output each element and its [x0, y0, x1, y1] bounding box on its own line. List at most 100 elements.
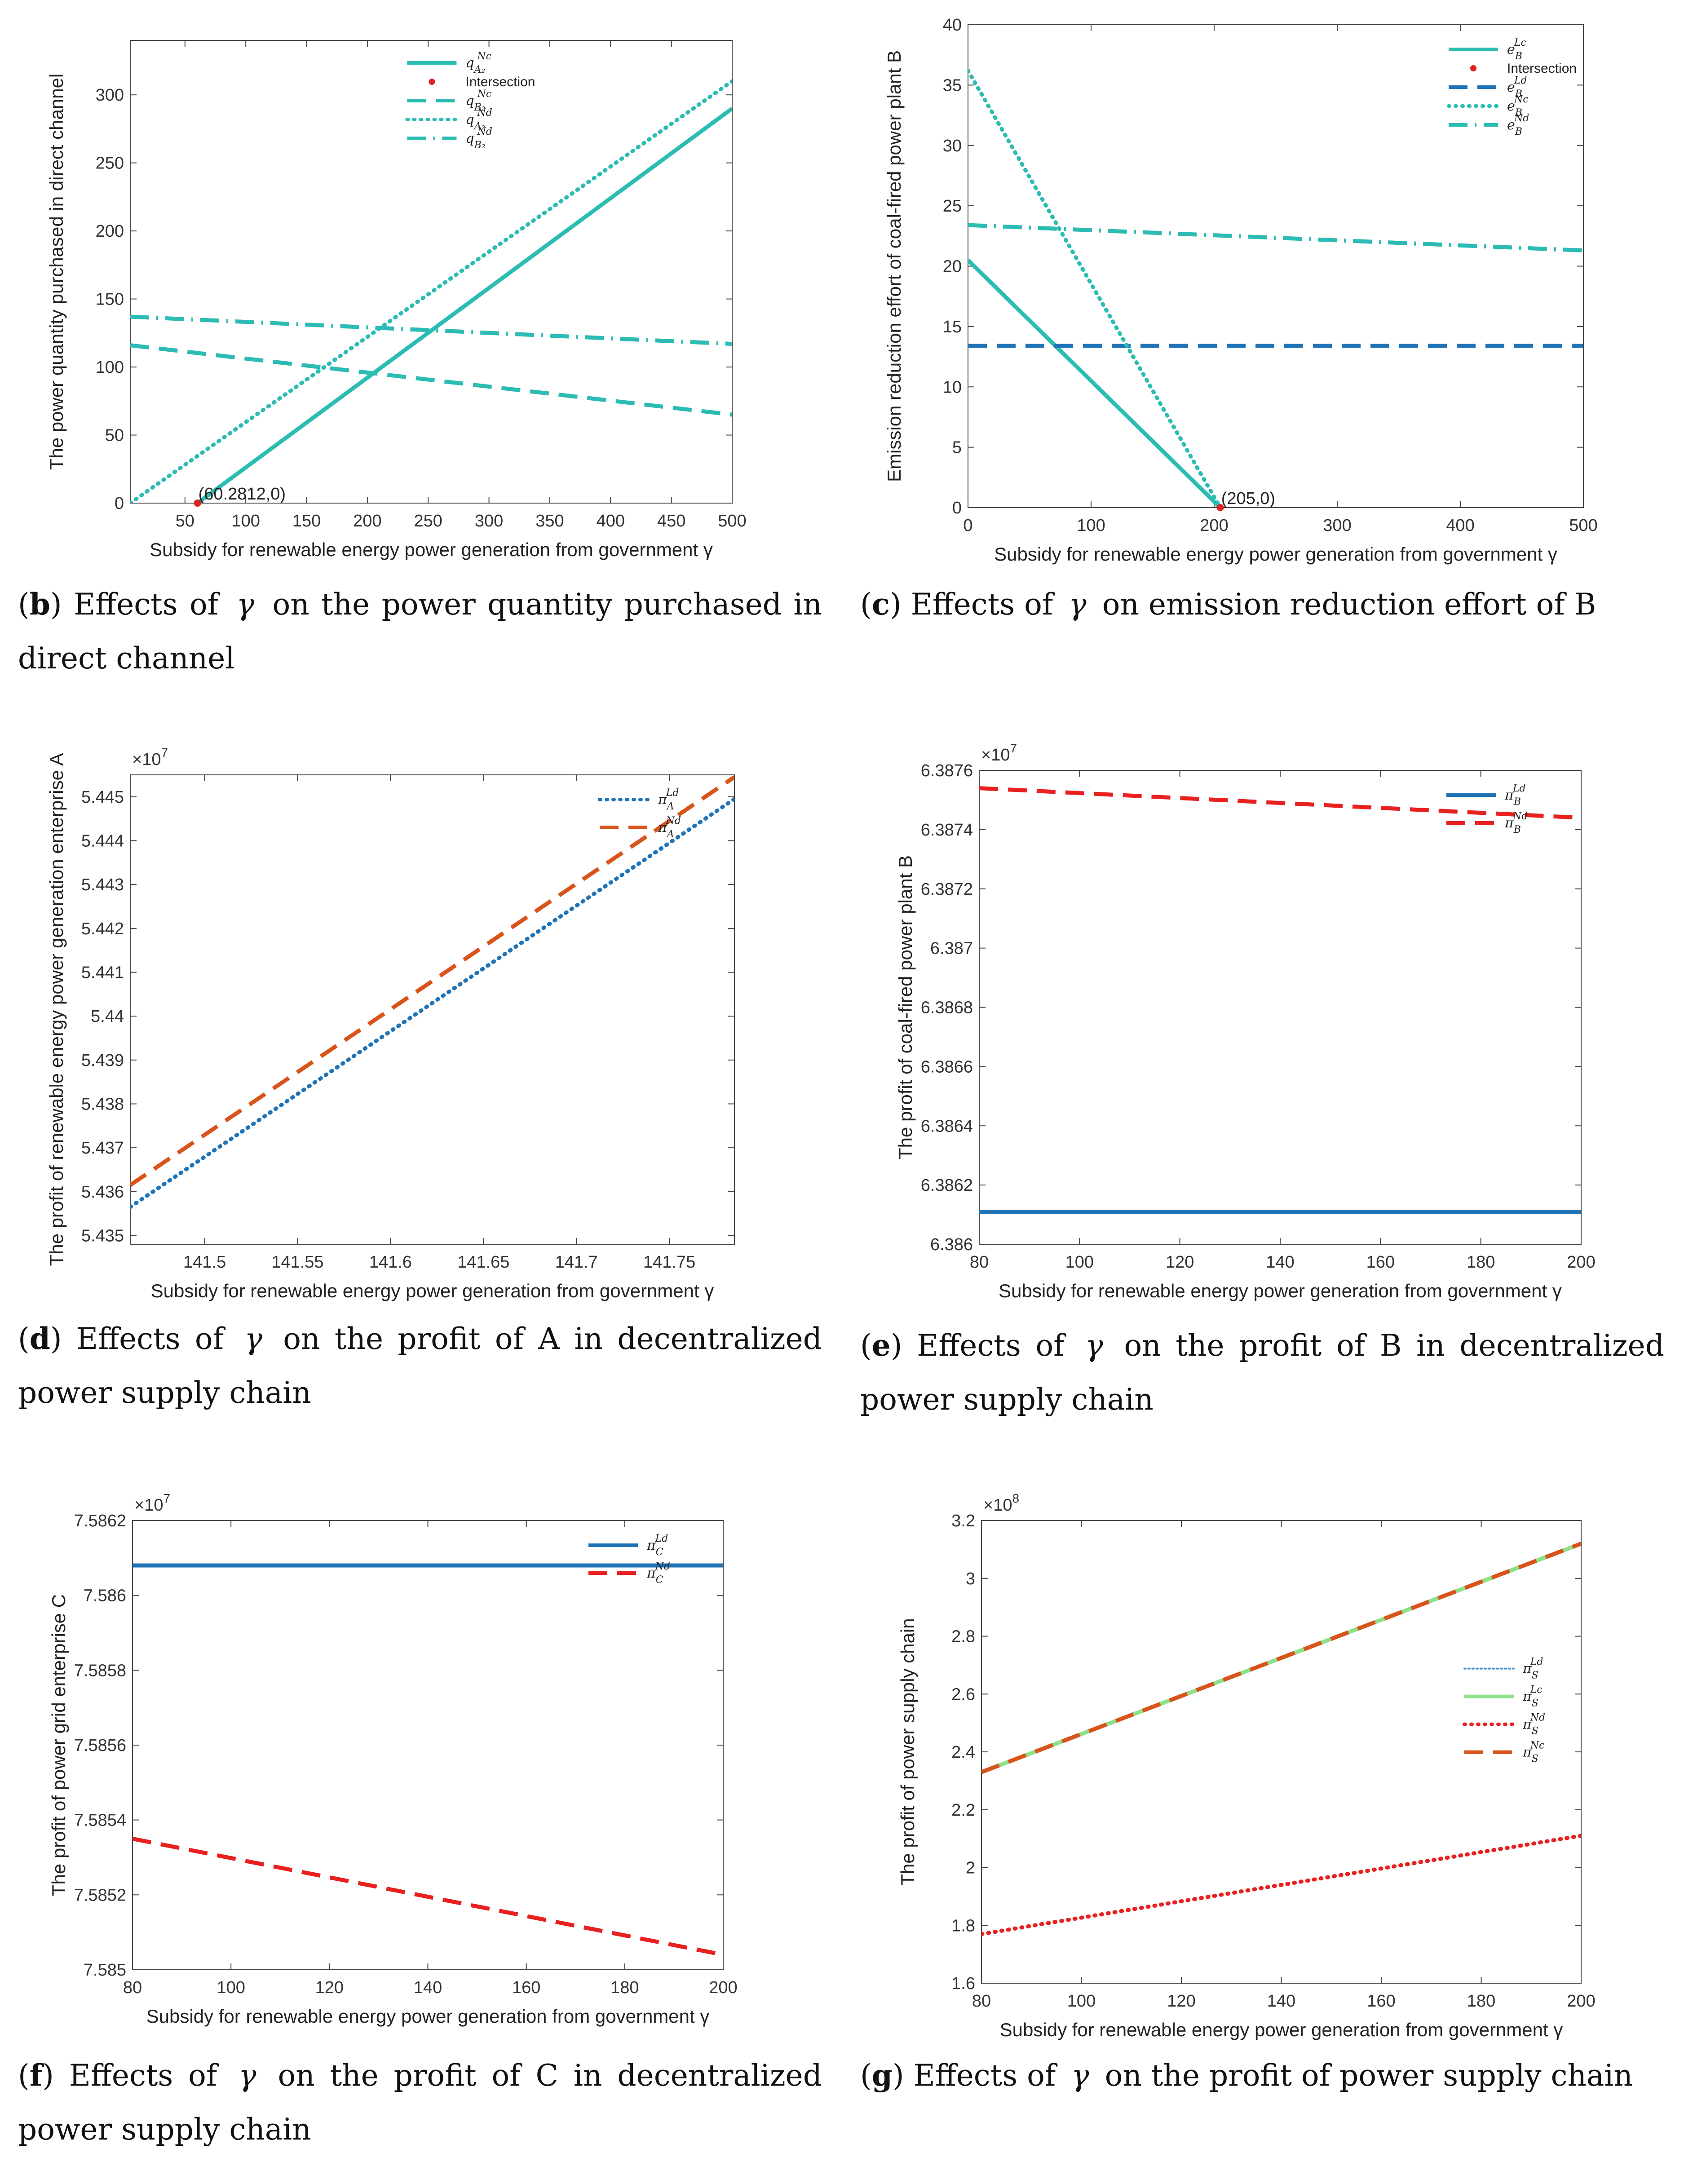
y-tick-label: 50	[105, 426, 124, 445]
x-tick-label: 400	[1446, 516, 1474, 535]
x-tick-label: 80	[972, 1992, 991, 2011]
y-tick-label: 200	[96, 222, 124, 241]
y-tick-label: 7.5862	[74, 1512, 126, 1530]
series-line-pi_A^Nd	[130, 775, 734, 1187]
series-layer	[130, 775, 734, 1209]
y-tick-label: 300	[96, 86, 124, 105]
legend-label: πA Nd	[658, 815, 681, 840]
x-tick-label: 0	[963, 516, 972, 535]
y-tick-label: 150	[96, 290, 124, 309]
y-tick-label: 3	[966, 1569, 975, 1588]
x-axis-label: Subsidy for renewable energy power gener…	[151, 1280, 714, 1301]
legend-marker	[1470, 65, 1476, 71]
x-tick-label: 200	[353, 512, 381, 531]
y-tick-label: 6.3876	[921, 761, 973, 780]
y-tick-label: 7.586	[84, 1587, 126, 1605]
x-tick-label: 141.5	[183, 1253, 226, 1272]
y-tick-label: 2.8	[951, 1627, 975, 1646]
legend-label: πC Nd	[646, 1561, 670, 1586]
legend-symbol: e	[1507, 98, 1515, 114]
caption-gamma: γ	[244, 1322, 262, 1356]
series-line-e_B^Nd	[968, 223, 1583, 253]
legend-sub: S	[1532, 1670, 1538, 1681]
intersection-marker	[1216, 504, 1224, 511]
series-line-e_B^Nc	[968, 68, 1223, 508]
x-tick-label: 100	[231, 512, 260, 531]
y-tick-label: 40	[943, 16, 962, 35]
x-tick-label: 100	[217, 1978, 245, 1997]
y-tick-label: 25	[943, 197, 962, 216]
y-tick-label: 2.4	[951, 1743, 975, 1762]
x-tick-label: 180	[1467, 1253, 1495, 1272]
y-tick-label: 250	[96, 154, 124, 173]
y-tick-label: 5.435	[81, 1226, 124, 1245]
intersection-marker	[194, 500, 201, 507]
y-tick-label: 20	[943, 257, 962, 276]
legend-marker	[429, 79, 435, 85]
legend-label: qB₂ Nc	[465, 88, 491, 113]
legend-sub: S	[1532, 1698, 1538, 1709]
legend-label: πB Nd	[1504, 811, 1528, 836]
x-tick-label: 140	[1266, 1253, 1294, 1272]
caption-d: (d) Effects of γ on the profit of A in d…	[18, 1321, 822, 1410]
series-line-pi_B^Nd	[979, 786, 1581, 820]
legend-sub: B	[1515, 126, 1522, 137]
y-tick-label: 2	[966, 1859, 975, 1878]
y-axis-label: The profit of power grid enterprise C	[48, 1594, 69, 1896]
caption-e: (e) Effects of γ on the profit of B in d…	[860, 1328, 1664, 1417]
y-tick-label: 5.445	[81, 788, 124, 807]
legend-label: πS Ld	[1522, 1657, 1543, 1681]
axis-exponent: ×107	[132, 746, 168, 769]
y-tick-label: 15	[943, 318, 962, 336]
y-tick-label: 5.441	[81, 963, 124, 982]
axis-exponent-power: 7	[161, 746, 168, 760]
series-line-q_A2^Nc	[196, 106, 732, 503]
plot-frame	[130, 774, 735, 1245]
y-tick-label: 2.6	[951, 1685, 975, 1704]
legend-label: πC Ld	[646, 1533, 668, 1558]
x-axis-label: Subsidy for renewable energy power gener…	[150, 539, 713, 560]
legend-symbol: Intersection	[465, 75, 535, 89]
y-tick-label: 2.2	[951, 1801, 975, 1820]
legend-sub: C	[656, 1574, 663, 1586]
legend-sup: Nd	[666, 815, 681, 827]
legend-label: πB Ld	[1504, 783, 1526, 808]
legend-sup: Nd	[477, 107, 492, 119]
legend-label: qA₂ Nc	[465, 51, 491, 75]
legend-label: πS Nc	[1522, 1740, 1544, 1765]
y-tick-label: 5.442	[81, 920, 124, 938]
legend-label: πS Nd	[1522, 1712, 1545, 1737]
axis-exponent: ×107	[981, 741, 1017, 765]
series-line-pi_S^Nd	[981, 1834, 1581, 1936]
x-tick-label: 140	[414, 1978, 442, 1997]
y-tick-label: 5.438	[81, 1095, 124, 1114]
y-tick-label: 7.5852	[74, 1886, 126, 1905]
plot-frame	[968, 24, 1584, 508]
legend-label: eB Nd	[1507, 113, 1529, 137]
legend-sup: Lc	[1530, 1684, 1543, 1696]
x-tick-label: 180	[610, 1978, 639, 1997]
x-tick-label: 141.75	[643, 1253, 695, 1272]
x-axis-label: Subsidy for renewable energy power gener…	[1000, 2019, 1563, 2040]
y-axis-label: The power quantity purchased in direct c…	[46, 74, 67, 470]
legend-sub: A₂	[473, 121, 486, 132]
legend-sub: C	[656, 1547, 663, 1558]
x-tick-label: 200	[1200, 516, 1228, 535]
x-tick-label: 141.7	[555, 1253, 598, 1272]
x-tick-label: 160	[1367, 1992, 1395, 2011]
axis-exponent-power: 8	[1012, 1491, 1019, 1505]
x-tick-label: 120	[1167, 1992, 1195, 2011]
axis-exponent: ×108	[983, 1491, 1019, 1515]
axis-exponent: ×107	[134, 1491, 170, 1515]
x-axis-label: Subsidy for renewable energy power gener…	[999, 1280, 1562, 1301]
legend-sup: Nd	[1512, 811, 1528, 822]
y-tick-label: 5.436	[81, 1183, 124, 1202]
legend-sub: A	[666, 801, 674, 812]
x-tick-label: 450	[657, 512, 685, 531]
legend-label: πS Lc	[1522, 1684, 1543, 1709]
y-tick-label: 6.3866	[921, 1057, 973, 1076]
series-layer	[130, 79, 732, 503]
legend-sub: A	[666, 829, 674, 840]
legend-symbol: π	[658, 792, 667, 808]
legend-label: eB Lc	[1507, 37, 1526, 62]
